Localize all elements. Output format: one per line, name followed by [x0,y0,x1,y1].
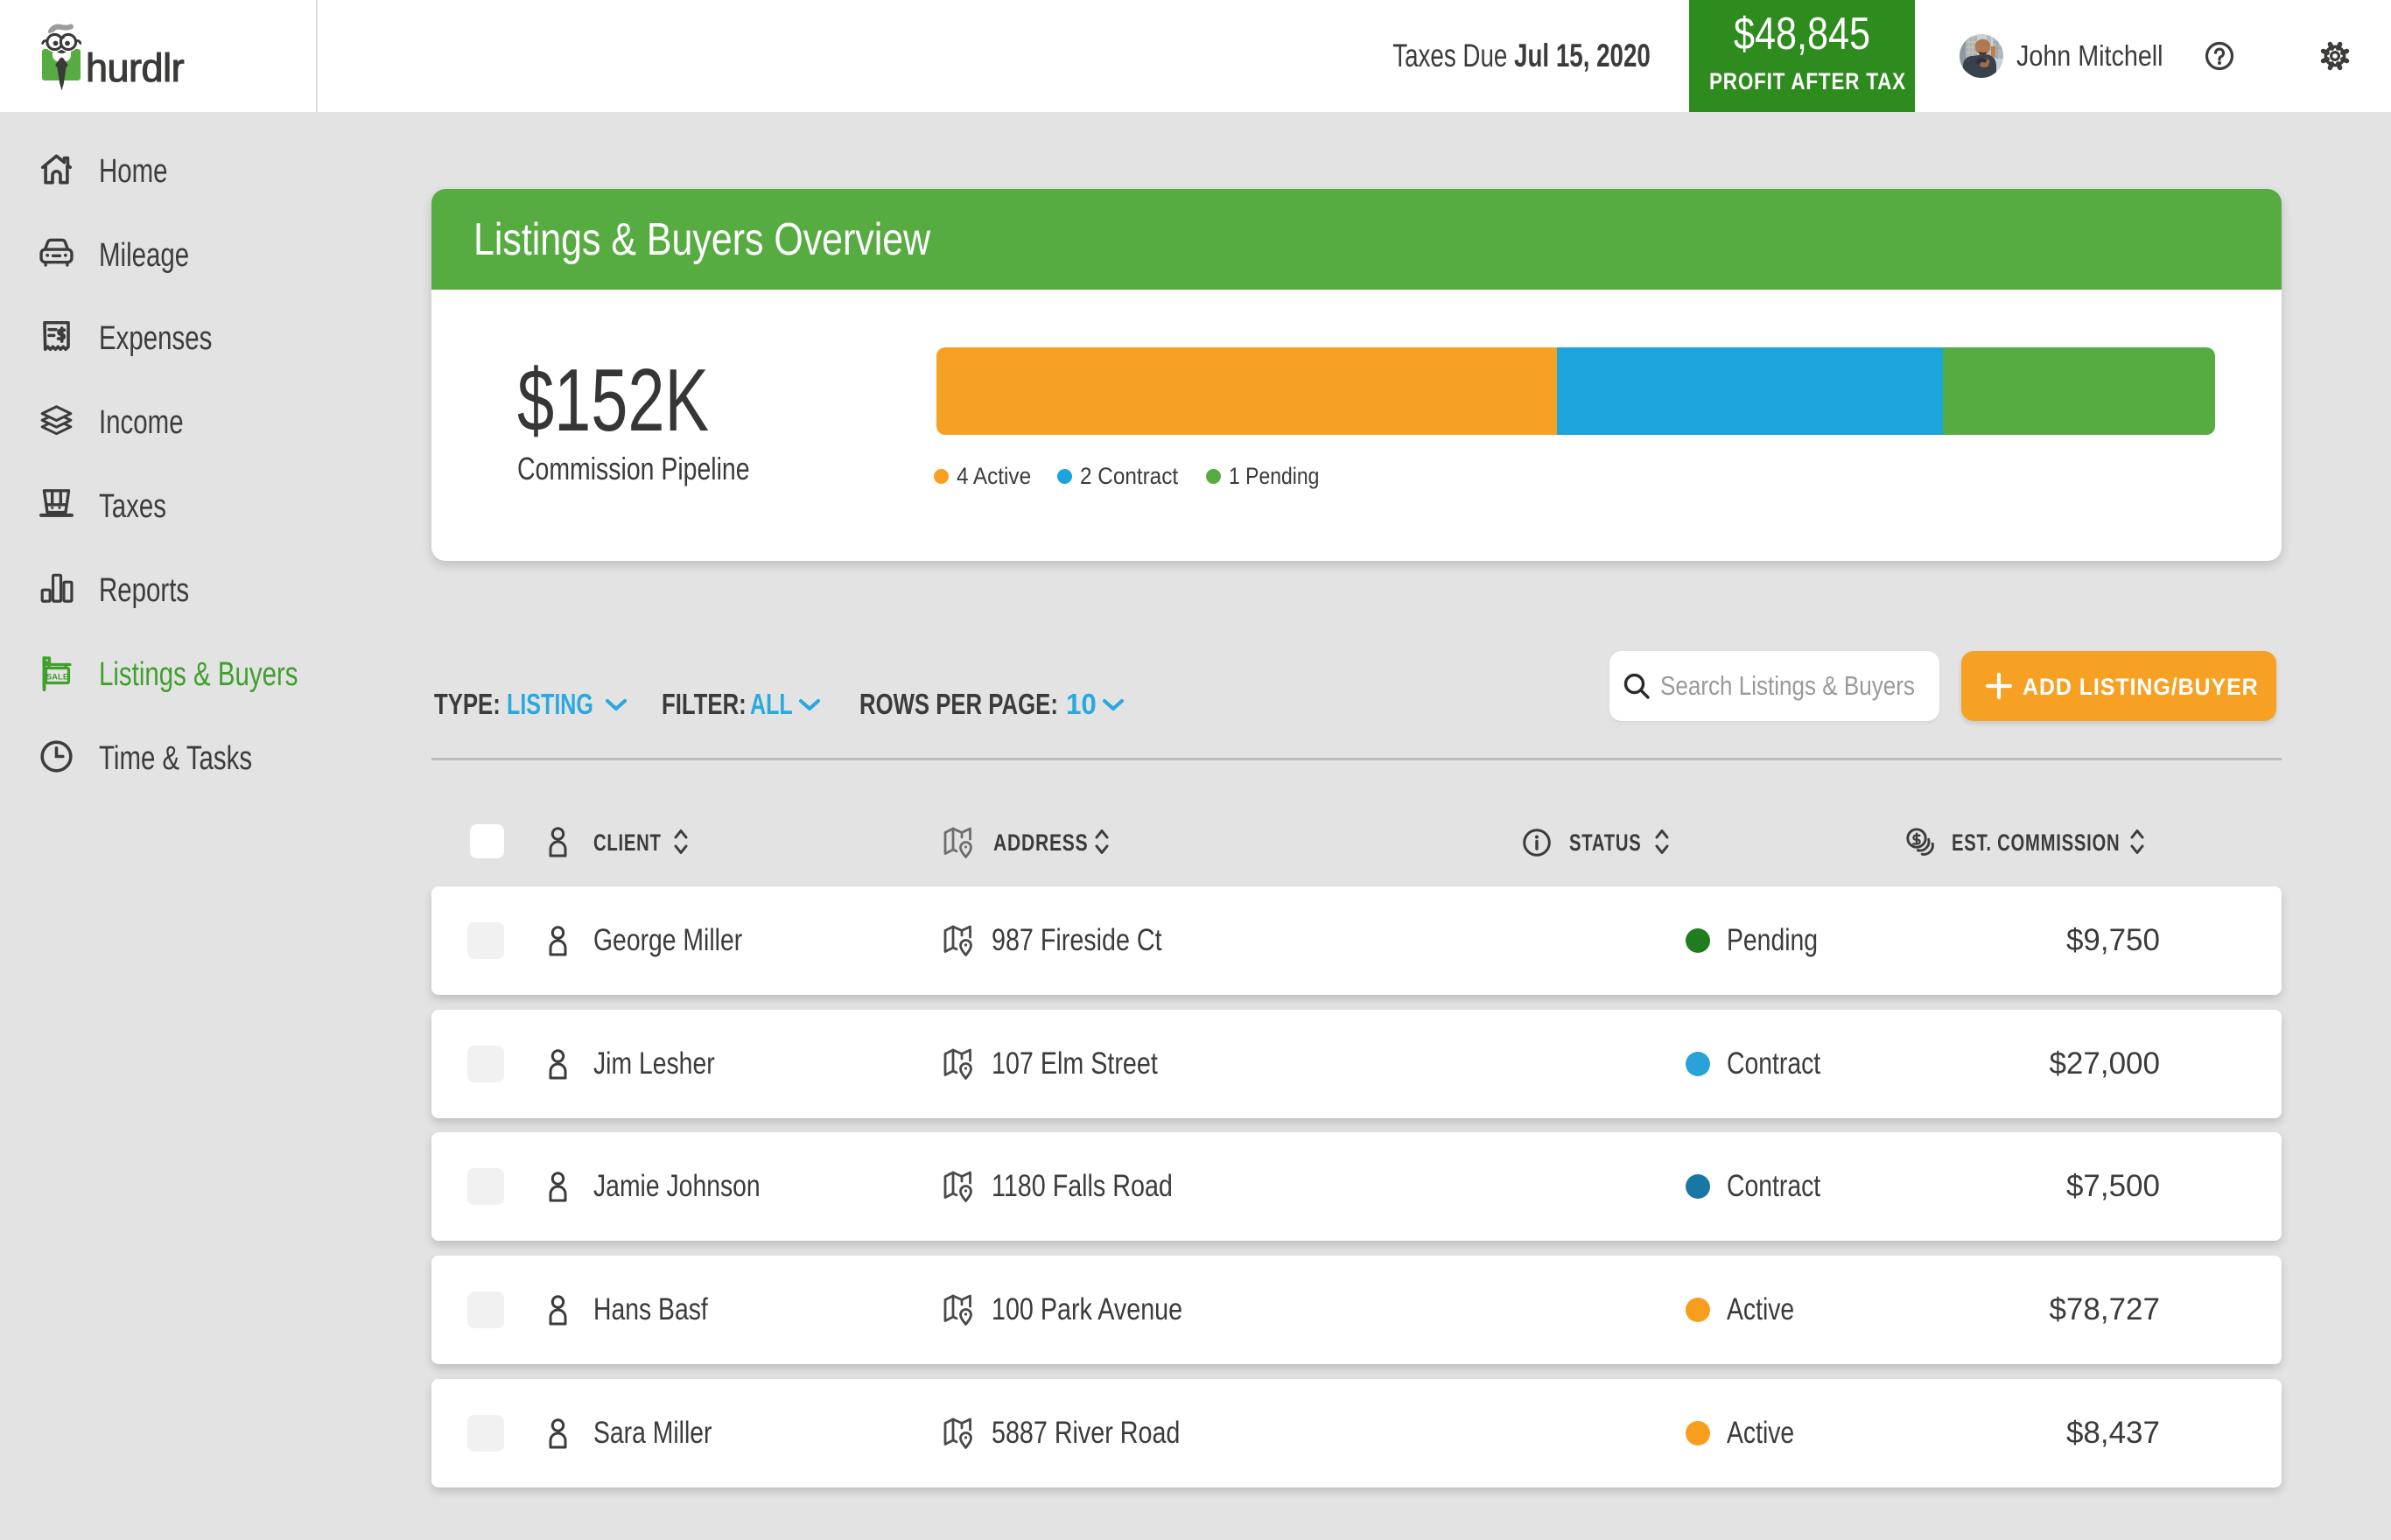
svg-text:SALE: SALE [46,673,68,682]
